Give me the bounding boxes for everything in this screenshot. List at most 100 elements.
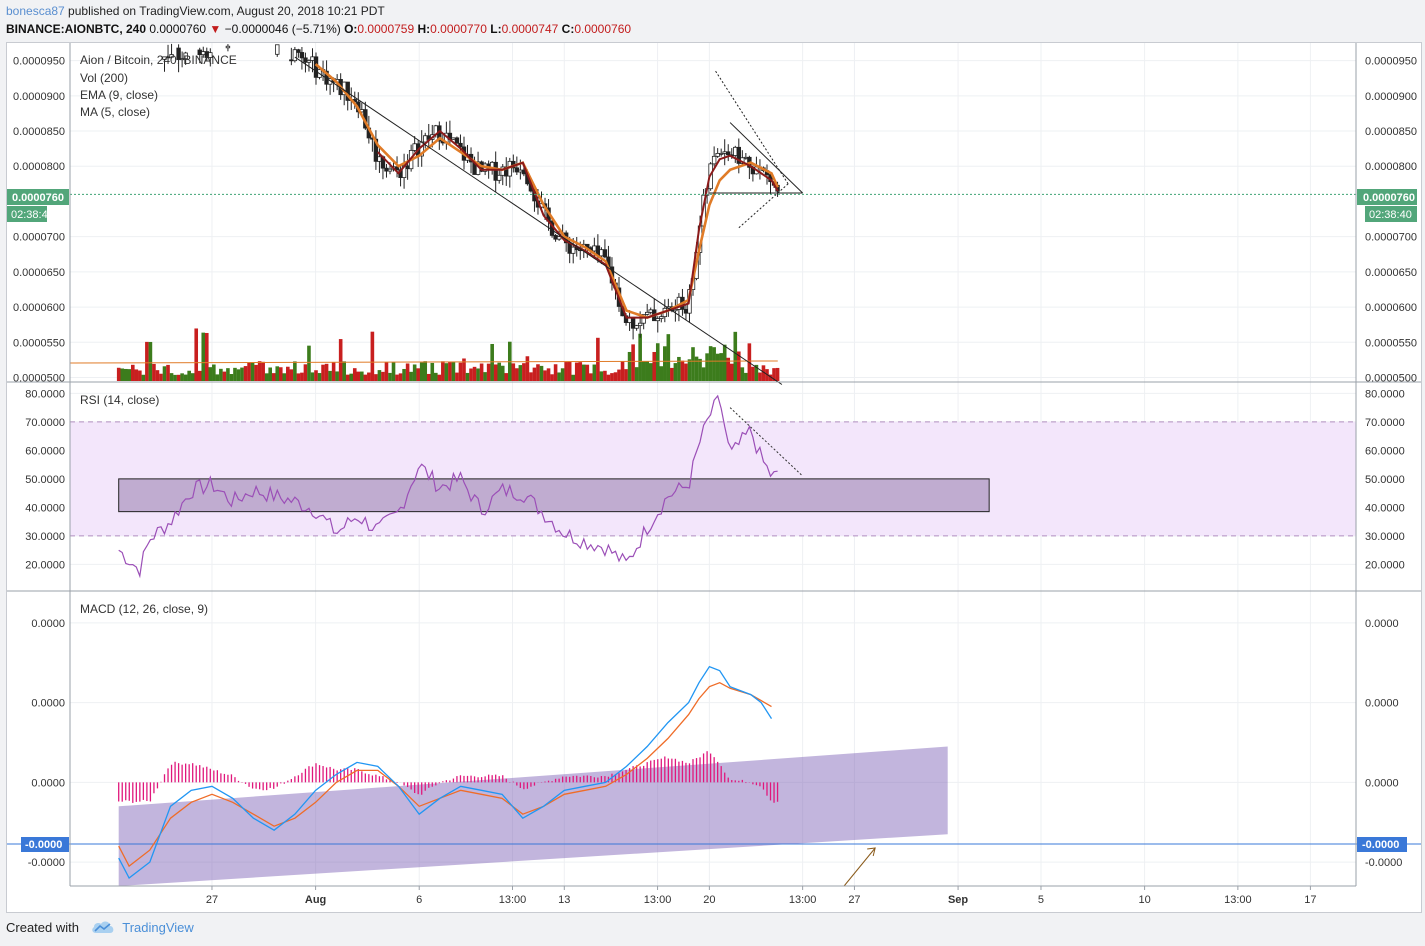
legend-ema: EMA (9, close) <box>80 88 158 102</box>
volume-bar <box>370 331 375 381</box>
volume-bar <box>722 344 727 381</box>
volume-bar <box>405 363 410 381</box>
volume-bar <box>155 370 160 381</box>
symbol-label: BINANCE:AIONBTC, 240 <box>6 22 147 36</box>
volume-bar <box>691 347 695 381</box>
drawn-trendline <box>294 56 783 385</box>
rsi-tick-left: 30.0000 <box>25 531 65 543</box>
volume-bar <box>560 368 565 381</box>
price-badge-left-timer: 02:38:40 <box>11 209 54 221</box>
volume-bar <box>483 372 487 381</box>
volume-bar <box>278 367 283 381</box>
volume-bar <box>212 364 216 381</box>
rsi-tick-left: 40.0000 <box>25 502 65 514</box>
volume-bar <box>624 369 628 381</box>
volume-bar <box>321 364 325 381</box>
volume-bar <box>367 372 371 381</box>
chart-frame[interactable]: 0.0000950 0.0000950 0.0000900 0.0000900 0.00… <box>6 42 1422 913</box>
price-tick-right: 0.0000550 <box>1365 337 1417 349</box>
ema-line <box>314 63 779 319</box>
published-text: published on TradingView.com, August 20,… <box>64 4 385 18</box>
volume-bar <box>338 339 343 381</box>
rsi-tick-left: 70.0000 <box>25 417 65 429</box>
rsi-range-box <box>118 478 990 513</box>
price-badge-right-timer: 02:38:40 <box>1369 209 1412 221</box>
volume-bar <box>233 367 237 381</box>
volume-bar <box>381 371 385 381</box>
volume-bar <box>462 358 466 381</box>
macd-signal-line <box>118 681 772 868</box>
volume-bar <box>441 361 445 381</box>
volume-bar <box>490 343 494 381</box>
low-label: L: <box>490 22 502 36</box>
volume-bar <box>145 341 149 381</box>
candle-body <box>711 155 717 165</box>
volume-bar <box>261 361 265 381</box>
candle-body <box>715 152 720 157</box>
tradingview-brand-link[interactable]: TradingView <box>122 920 194 935</box>
candle-body <box>733 146 738 156</box>
candle-body <box>493 161 498 181</box>
time-tick-label: 6 <box>416 894 422 906</box>
price-tick-right: 0.0000650 <box>1365 267 1417 279</box>
volume-bar <box>670 367 674 381</box>
candle-body <box>384 167 389 172</box>
price-tick-left: 0.0000800 <box>13 161 65 173</box>
candle-body <box>306 60 312 63</box>
volume-bar <box>169 373 174 381</box>
candle-body <box>208 52 213 58</box>
macd-tick-right: 0.0000 <box>1365 777 1399 789</box>
candle-body <box>518 169 523 173</box>
volume-bar <box>638 333 642 381</box>
volume-bar <box>335 371 339 381</box>
volume-bar <box>603 370 607 381</box>
volume-bar <box>479 363 484 381</box>
price-tick-right: 0.0000800 <box>1365 161 1417 173</box>
volume-bar <box>663 346 667 381</box>
time-tick-label: 13 <box>558 894 570 906</box>
volume-bar <box>402 368 406 381</box>
volume-bar <box>574 362 579 381</box>
price-tick-left: 0.0000950 <box>13 56 65 68</box>
price-tick-right: 0.0000600 <box>1365 302 1417 314</box>
volume-bar <box>345 374 350 381</box>
volume-bar <box>430 362 435 381</box>
volume-bar <box>522 363 526 381</box>
volume-bar <box>173 374 177 381</box>
volume-bar <box>141 374 146 381</box>
price-tick-left: 0.0000600 <box>13 302 65 314</box>
volume-ma-line <box>69 360 778 364</box>
volume-bar <box>744 372 748 381</box>
volume-bar <box>567 361 572 381</box>
volume-bar <box>694 356 699 381</box>
volume-bar <box>423 361 428 381</box>
chart-canvas[interactable]: 0.0000950 0.0000950 0.0000900 0.0000900 0.00… <box>7 43 1421 912</box>
author-link[interactable]: bonesca87 <box>6 4 65 18</box>
macd-badge-right: -0.0000 <box>1357 837 1407 852</box>
candle-body <box>412 143 417 151</box>
macd-channel <box>118 746 948 886</box>
tradingview-logo-icon <box>91 920 115 937</box>
candle-body <box>451 137 456 140</box>
volume-bar <box>525 356 530 381</box>
volume-bar <box>307 345 311 381</box>
volume-bar <box>247 362 251 381</box>
candle-body <box>736 146 742 164</box>
candle-body <box>648 309 653 313</box>
price-badge-right-value: 0.0000760 <box>1363 192 1415 204</box>
volume-bar <box>271 373 276 381</box>
time-tick-label: 10 <box>1138 894 1150 906</box>
volume-bar <box>409 371 413 381</box>
candle-body <box>514 167 520 173</box>
volume-bar <box>180 373 184 381</box>
candle-body <box>673 309 678 312</box>
volume-bar <box>398 373 403 381</box>
volume-bar <box>546 368 551 381</box>
candle-body <box>630 317 636 329</box>
price-badge-left: 0.0000760 02:38:40 <box>7 189 69 222</box>
price-tick-right: 0.0000500 <box>1365 372 1417 384</box>
volume-bar <box>219 368 223 381</box>
rsi-tick-left: 80.0000 <box>25 388 65 400</box>
volume-bar <box>152 363 156 381</box>
candle-body <box>637 322 643 327</box>
